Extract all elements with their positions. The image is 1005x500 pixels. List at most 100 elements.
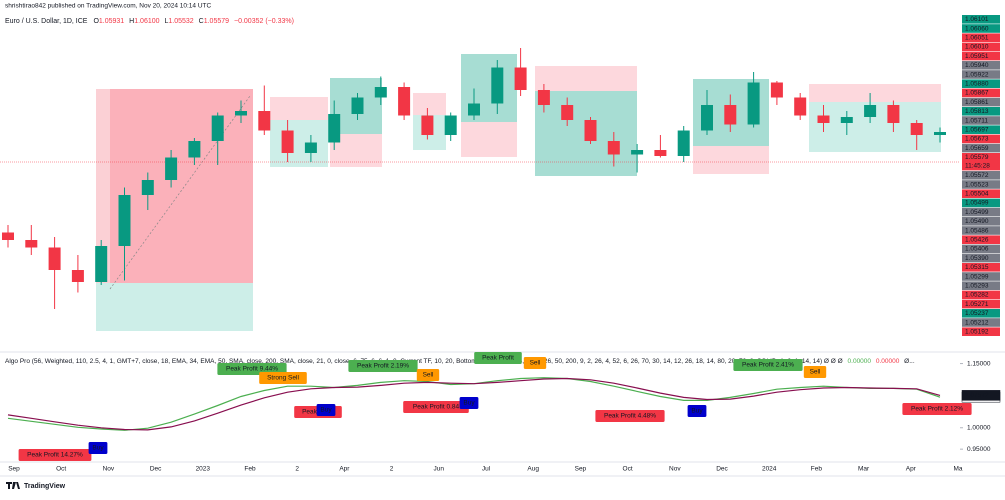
profit-box — [270, 120, 328, 167]
candle-body — [141, 180, 154, 195]
signal-box — [403, 401, 469, 413]
y-tick-label: 1.15000 — [967, 360, 991, 367]
time-axis: Sep Oct Nov Dec 2023 Feb 2 Apr 2 Jun Jul Aug Sep Oct N… — [8, 466, 963, 473]
candle-body — [351, 97, 364, 114]
loss-box — [270, 97, 328, 120]
price-label: 1.05293 — [965, 283, 989, 290]
change: −0.00352 (−0.33%) — [234, 18, 294, 25]
price-label: 1.05572 — [965, 172, 989, 179]
price-label-box — [962, 281, 1000, 290]
price-label: 1.05504 — [965, 191, 989, 198]
candle-body — [421, 115, 434, 135]
price-label: 1.05390 — [965, 255, 989, 262]
price-label-box — [962, 70, 1000, 79]
candle-body — [2, 232, 14, 240]
x-tick-label: 2 — [390, 466, 394, 473]
price-label: 1.06060 — [965, 25, 989, 32]
signal-box — [348, 360, 418, 372]
price-label-box — [962, 226, 1000, 235]
price-label: 1.05711 — [965, 117, 988, 124]
candle-body — [864, 105, 877, 117]
signal-label: Sell — [423, 372, 434, 379]
x-tick-label: Aug — [527, 466, 539, 473]
loss-box — [693, 146, 769, 174]
ohlc-key: C — [199, 18, 204, 25]
signal-box — [902, 403, 972, 415]
candles — [2, 48, 946, 309]
x-tick-label: Feb — [811, 466, 823, 473]
price-label-box — [962, 244, 1000, 254]
ohlc-key: O — [93, 18, 99, 25]
loss-box — [461, 122, 517, 157]
signal-label: Strong Sell — [267, 375, 299, 382]
signal-box — [474, 352, 522, 364]
candle-body — [95, 246, 108, 282]
candle-body — [701, 105, 713, 131]
price-label-box — [962, 107, 1000, 116]
price-label-box — [962, 15, 1000, 24]
candle-body — [677, 130, 690, 156]
candle-body — [468, 103, 480, 116]
price-label-box — [962, 217, 1000, 226]
price-label: 1.05299 — [965, 273, 989, 280]
price-label-box — [962, 327, 1000, 336]
indicator-legend-line: Algo Pro (56, Weighted, 110, 2.5, 4, 1, … — [5, 358, 915, 365]
candle-body — [794, 97, 807, 116]
signal-box — [459, 397, 479, 409]
value-label-box — [961, 390, 1001, 401]
ohlc-value: 1.05532 — [168, 18, 193, 25]
price-label: 1.05499 — [965, 209, 989, 216]
candle-body — [48, 247, 61, 270]
candle-body — [118, 195, 131, 246]
ohlc-value: 1.06100 — [134, 18, 159, 25]
candle-body — [25, 240, 38, 248]
x-tick-label: 2023 — [196, 466, 211, 473]
price-label-box — [962, 24, 1000, 33]
price-label-box — [962, 309, 1000, 318]
signal-label: Sell — [530, 360, 541, 367]
x-tick-label: Feb — [244, 466, 256, 473]
loss-box — [413, 93, 446, 115]
price-label: 1.05192 — [965, 329, 989, 336]
symbol-line: Euro / U.S. Dollar, 1D, ICE O1.05931 H1.… — [5, 18, 294, 25]
signal-box — [88, 442, 108, 454]
price-label-box — [962, 171, 1000, 180]
x-tick-label: 2024 — [762, 466, 777, 473]
publisher: shrishtirao842 published on TradingView.… — [5, 3, 212, 10]
price-label: 1.05271 — [965, 301, 989, 308]
price-label-box — [962, 318, 1000, 327]
price-label-box — [962, 33, 1000, 42]
candle-body — [211, 115, 224, 141]
signal-box — [259, 372, 307, 384]
price-label: 1.05490 — [965, 218, 989, 225]
x-tick-label: Nov — [103, 466, 115, 473]
price-label: 1.06051 — [965, 35, 989, 42]
loss-box — [809, 84, 941, 102]
price-label-box — [962, 134, 1000, 144]
footer: TradingView — [6, 482, 66, 490]
symbol: Euro / U.S. Dollar, 1D, ICE — [5, 18, 88, 25]
value-label: 1.07572 — [965, 392, 989, 399]
price-label-box — [962, 189, 1000, 198]
y-tick-label: 0.95000 — [967, 446, 991, 453]
x-tick-label: Oct — [623, 466, 633, 473]
price-label: 1.06010 — [965, 44, 989, 51]
price-label-box — [962, 143, 1000, 153]
price-label: 1.05426 — [965, 237, 989, 244]
candle-body — [840, 117, 853, 123]
y-tick-label: 1.00000 — [967, 424, 991, 431]
price-label: 1.05282 — [965, 292, 989, 299]
price-label: 1.05523 — [965, 181, 989, 188]
price-label-box — [962, 42, 1000, 52]
candle-body — [887, 105, 900, 123]
price-label: 1.05880 — [965, 81, 989, 88]
x-tick-label: Mar — [858, 466, 870, 473]
signal-box — [18, 449, 92, 461]
price-label: 1.05659 — [965, 145, 989, 152]
candle-body — [631, 150, 644, 155]
price-label-box — [962, 272, 1000, 281]
price-label: 1.05697 — [965, 127, 989, 134]
ohlc-key: L — [164, 18, 168, 25]
candle-body — [235, 111, 247, 116]
